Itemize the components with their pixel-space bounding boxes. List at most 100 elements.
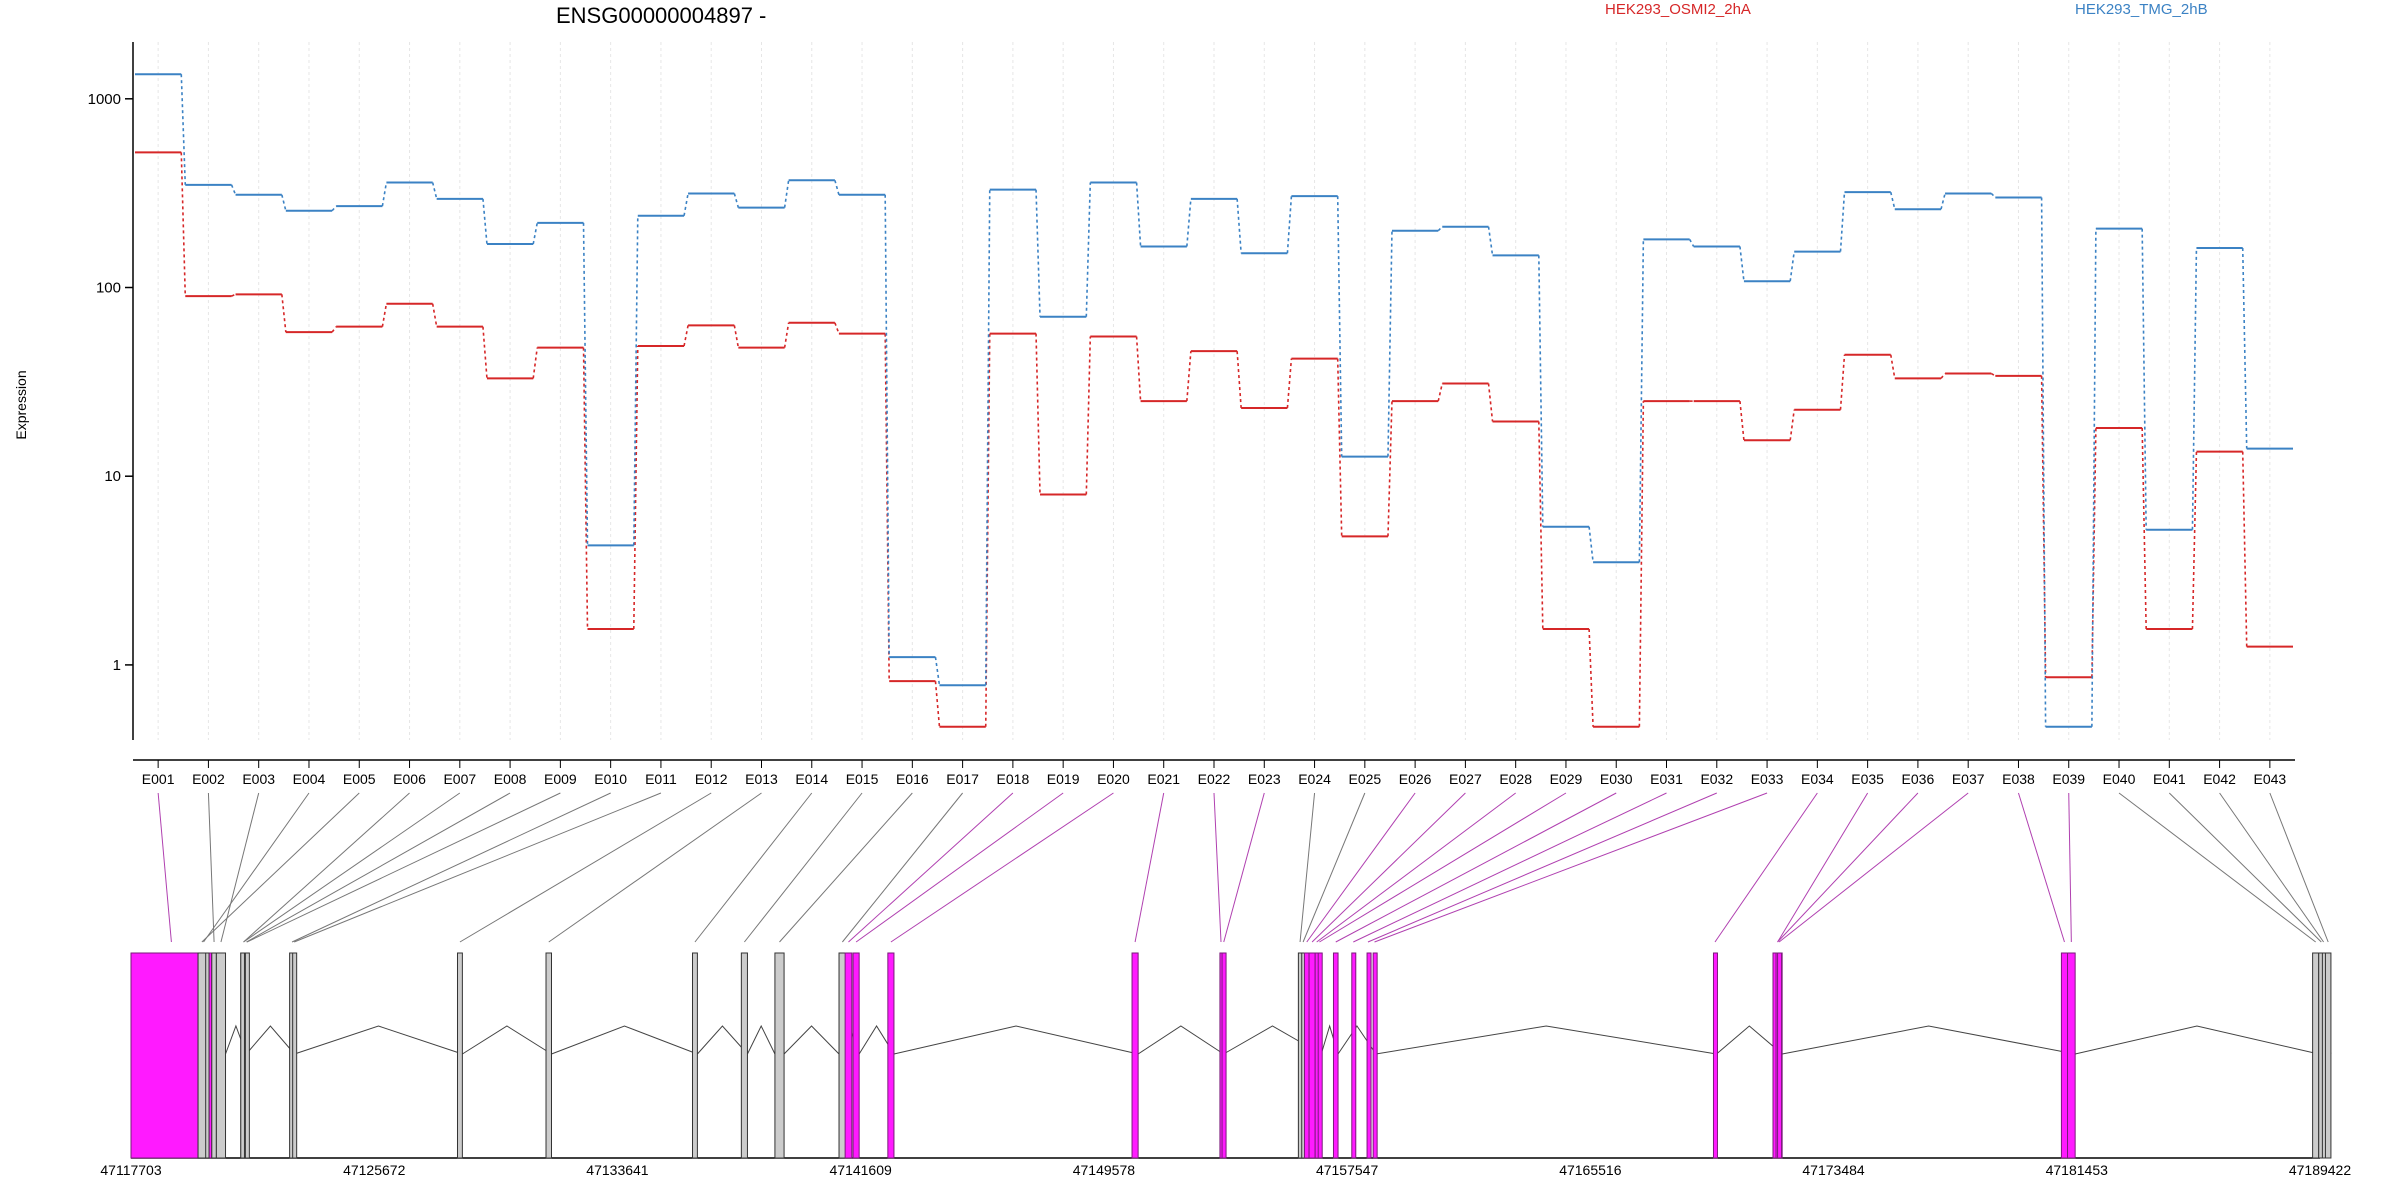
chart-title: ENSG00000004897 - <box>556 3 766 28</box>
series-connector <box>230 184 237 196</box>
series-connector <box>1437 383 1444 402</box>
exon-box <box>740 952 748 1159</box>
exon-box <box>2312 952 2320 1159</box>
exon-label: E001 <box>142 771 175 787</box>
exon-label: E002 <box>192 771 225 787</box>
coordinate-label: 47165516 <box>1559 1162 1622 1178</box>
series-connector <box>582 347 589 630</box>
exon-label: E015 <box>846 771 879 787</box>
legend-series-tmg: HEK293_TMG_2hB <box>2075 1 2208 18</box>
intron-line <box>2075 1025 2319 1055</box>
exon-label: E038 <box>2002 771 2035 787</box>
exon-box <box>545 952 553 1159</box>
exon-box <box>887 952 895 1159</box>
exon-label: E041 <box>2153 771 2186 787</box>
series-connector <box>1135 336 1142 402</box>
exon-label: E007 <box>443 771 476 787</box>
series-connector <box>683 325 689 347</box>
series-connector <box>632 215 639 546</box>
series-connector <box>1940 373 1946 379</box>
series-connector <box>1889 354 1896 379</box>
exon-box <box>244 952 250 1159</box>
exon-label: E029 <box>1550 771 1583 787</box>
exon-connector <box>2017 792 2065 943</box>
exon-labels: E001 E002 E003 E004 E005 E006 E007 E008 E009 E010… <box>142 760 2286 787</box>
intron-line <box>462 1025 552 1055</box>
series-connector <box>2141 228 2147 530</box>
intron-line <box>1716 1025 1783 1055</box>
coordinate-label: 47189422 <box>2289 1162 2352 1178</box>
exon-connector <box>246 792 561 943</box>
series-connector <box>1186 198 1192 247</box>
exon-connector <box>1778 792 1969 943</box>
exon-label: E033 <box>1751 771 1784 787</box>
exon-connector <box>291 792 611 943</box>
intron-line <box>551 1025 698 1055</box>
series-connector <box>1286 196 1293 254</box>
exon-label: E037 <box>1952 771 1985 787</box>
exon-connector <box>841 792 963 943</box>
exon-connector <box>1223 792 1265 943</box>
exon-connector <box>2269 792 2329 943</box>
exon-label: E021 <box>1147 771 1180 787</box>
exon-label: E014 <box>795 771 828 787</box>
exon-label: E004 <box>293 771 326 787</box>
intron-line <box>1375 1025 1717 1055</box>
exon-connector-lines <box>157 792 2329 943</box>
series-connector <box>1839 192 1846 252</box>
series-connector <box>1889 192 1896 210</box>
series-connector <box>482 326 488 379</box>
exon-box <box>692 952 698 1159</box>
exon-connector <box>1134 792 1165 943</box>
y-axis-label: Expression <box>13 370 29 439</box>
exon-box <box>211 952 217 1159</box>
exon-connector <box>890 792 1114 943</box>
series-connector <box>1437 226 1443 232</box>
exon-connector <box>207 792 215 943</box>
exon-box <box>1317 952 1323 1159</box>
intron-line <box>697 1025 748 1055</box>
series-connector <box>783 180 790 208</box>
exon-box <box>197 952 207 1159</box>
series-connector <box>1035 189 1041 317</box>
exon-label: E009 <box>544 771 577 787</box>
exon-label: E030 <box>1600 771 1633 787</box>
exon-connector <box>2068 792 2072 943</box>
exon-box <box>1131 952 1139 1159</box>
exon-connector <box>1213 792 1222 943</box>
exon-box <box>1332 952 1339 1159</box>
series-connector <box>381 182 388 207</box>
exon-label: E031 <box>1650 771 1683 787</box>
exon-label: E034 <box>1801 771 1834 787</box>
exon-box <box>2060 952 2069 1159</box>
exon-label: E012 <box>695 771 728 787</box>
series-1 <box>135 73 2293 728</box>
series-connector <box>180 74 187 185</box>
series-connector <box>1085 182 1092 317</box>
coordinate-label: 47133641 <box>586 1162 649 1178</box>
series-connector <box>2191 247 2198 530</box>
exon-connector <box>201 792 360 943</box>
exon-label: E023 <box>1248 771 1281 787</box>
exon-connector <box>1311 792 1466 943</box>
series-connector <box>2040 197 2047 727</box>
exon-connector <box>157 792 172 943</box>
exon-connector <box>243 792 410 943</box>
exon-connector <box>848 792 1014 943</box>
exon-box <box>1221 952 1227 1159</box>
exon-connector <box>246 792 511 943</box>
exon-label: E020 <box>1097 771 1130 787</box>
series-connector <box>431 303 438 327</box>
exon-box <box>1712 952 1718 1159</box>
exon-connector <box>203 792 310 943</box>
series-connector <box>1387 401 1393 537</box>
series-connector <box>1940 193 1946 210</box>
series-connector <box>934 656 941 686</box>
exon-label: E016 <box>896 771 929 787</box>
intron-line <box>1137 1025 1224 1055</box>
exon-box <box>215 952 227 1159</box>
series-connector <box>180 152 187 297</box>
series-connector <box>683 193 689 216</box>
exon-label: E028 <box>1499 771 1532 787</box>
